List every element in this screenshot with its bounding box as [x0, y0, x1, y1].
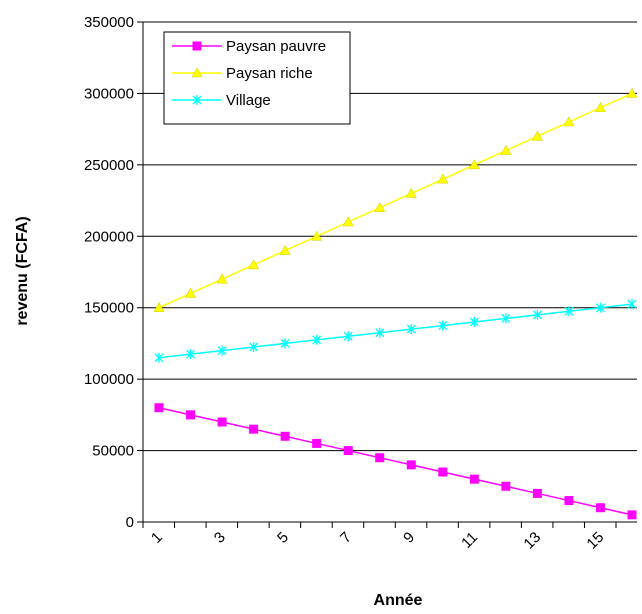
data-point [469, 474, 479, 484]
data-point [594, 102, 606, 113]
data-point [532, 309, 542, 320]
data-point [216, 273, 228, 284]
data-point [501, 313, 511, 324]
data-point [564, 306, 574, 317]
y-axis-title: revenu (FCFA) [14, 216, 31, 325]
data-point [280, 338, 290, 349]
data-point [249, 424, 259, 434]
data-point [343, 446, 353, 456]
series-line [158, 303, 633, 359]
data-point [280, 431, 290, 441]
y-tick-label: 100000 [84, 371, 134, 388]
data-point [532, 488, 542, 498]
data-point [312, 334, 322, 345]
data-point [438, 320, 448, 331]
series-line [158, 92, 633, 309]
data-point [154, 403, 164, 413]
data-point [595, 503, 605, 513]
legend-label: Paysan pauvre [226, 38, 326, 55]
legend-label: Village [226, 92, 271, 109]
legend-item-paysan-riche: Paysan riche [172, 65, 313, 82]
data-point [153, 302, 165, 313]
data-point [406, 460, 416, 470]
data-point [468, 159, 480, 170]
x-tick-label: 15 [583, 529, 607, 553]
legend-marker [192, 41, 202, 51]
series-line [158, 406, 633, 516]
data-point [531, 130, 543, 141]
data-point [438, 467, 448, 477]
data-point [248, 259, 260, 270]
legend-marker [192, 95, 202, 105]
series-paysan-riche [153, 87, 638, 313]
data-point [186, 349, 196, 360]
x-tick-label: 3 [211, 529, 229, 547]
x-tick-label: 13 [520, 529, 544, 553]
data-point [405, 187, 417, 198]
y-tick-label: 250000 [84, 157, 134, 174]
data-point [217, 345, 227, 356]
x-tick-label: 5 [274, 529, 292, 547]
data-point [342, 216, 354, 227]
y-tick-label: 200000 [84, 228, 134, 245]
data-point [469, 317, 479, 327]
y-tick-labels: 0 50000 100000 150000 200000 250000 300000 3500… [84, 14, 134, 531]
data-point [563, 116, 575, 127]
data-point [311, 230, 323, 241]
x-axis-title: Année [374, 592, 423, 609]
series-village [154, 299, 637, 363]
series-group [153, 87, 638, 520]
data-point [500, 144, 512, 155]
data-point [375, 327, 385, 338]
y-tick-label: 50000 [92, 443, 134, 460]
data-point [437, 173, 449, 184]
x-tick-label: 7 [337, 529, 355, 547]
data-point [564, 496, 574, 506]
legend: Paysan pauvre Paysan riche Village [163, 31, 351, 125]
data-point [595, 302, 605, 313]
legend-label: Paysan riche [226, 65, 313, 82]
data-point [186, 410, 196, 420]
x-tick-label: 9 [400, 529, 418, 547]
data-point [627, 299, 637, 310]
data-point [249, 342, 259, 352]
legend-item-paysan-pauvre: Paysan pauvre [172, 38, 326, 55]
legend-item-village: Village [172, 92, 271, 109]
data-point [217, 417, 227, 427]
data-point [375, 453, 385, 463]
y-tick-label: 150000 [84, 300, 134, 317]
y-tick-label: 300000 [84, 85, 134, 102]
data-point [627, 510, 637, 520]
axes [137, 21, 637, 528]
data-point [501, 481, 511, 491]
data-point [279, 244, 291, 255]
x-tick-labels: 1 3 5 7 9 11 13 15 [148, 529, 607, 553]
y-tick-label: 0 [126, 514, 134, 531]
data-point [312, 438, 322, 448]
data-point [154, 352, 164, 363]
data-point [374, 202, 386, 213]
series-paysan-pauvre [154, 403, 637, 520]
data-point [406, 324, 416, 335]
data-point [626, 87, 638, 98]
data-point [343, 331, 353, 342]
legend-marker [191, 67, 203, 78]
data-point [185, 287, 197, 298]
x-tick-label: 1 [148, 529, 166, 547]
x-tick-label: 11 [458, 529, 481, 552]
y-tick-label: 350000 [84, 14, 134, 31]
